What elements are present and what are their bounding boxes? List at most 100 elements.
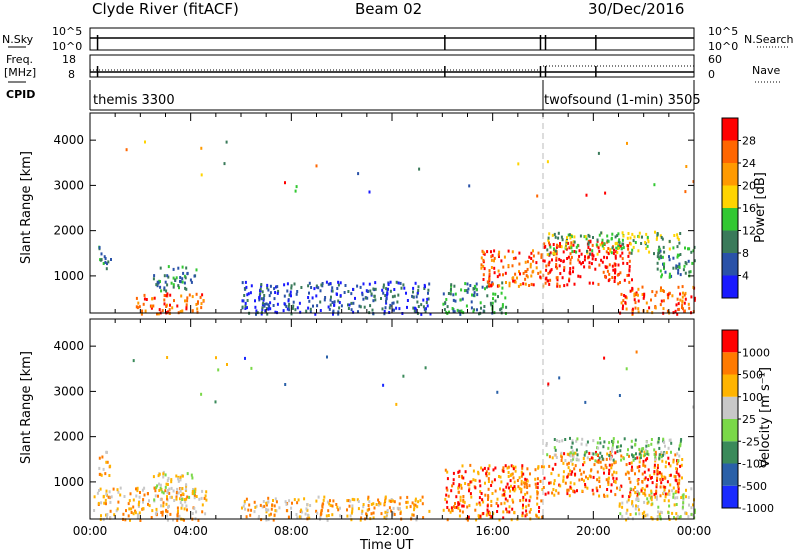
velocity-cell-3-35 <box>303 497 306 501</box>
power-cell-2-20 <box>177 284 180 288</box>
velocity-cell-3-39 <box>336 505 339 509</box>
velocity-cell-7-64 <box>644 514 647 518</box>
power-cell-7-48 <box>557 236 560 240</box>
power-cell-6-159 <box>543 245 546 249</box>
velocity-cell-7-6 <box>668 493 671 496</box>
velocity-cell-4-241 <box>526 467 529 471</box>
velocity-cell-4-97 <box>525 498 528 502</box>
velocity-cell-3-94 <box>368 507 371 511</box>
power-cell-4-33 <box>497 295 499 299</box>
velocity-cell-2-57 <box>185 483 188 487</box>
power-cell-3-270 <box>319 289 322 293</box>
power-cell-3-118 <box>337 283 340 287</box>
power-cell-5-1 <box>524 277 527 281</box>
power-cell-1-12 <box>136 306 139 310</box>
velocity-cell-1-158 <box>107 495 110 499</box>
velocity-cell-1-97 <box>105 513 107 517</box>
velocity-cell-3-49 <box>388 506 391 510</box>
power-cell-2-13 <box>189 278 192 282</box>
power-cell-6-73 <box>555 252 558 256</box>
velocity-cell-5-218 <box>666 492 669 496</box>
power-cell-8-46 <box>642 296 645 300</box>
power-cell-3-249 <box>283 283 286 287</box>
velocity-cell-3-110 <box>361 509 364 513</box>
velocity-cell-5-263 <box>660 481 663 485</box>
power-cell-0-13 <box>107 260 110 264</box>
power-cell-3-285 <box>362 297 365 301</box>
power-cell-3-240 <box>269 307 272 311</box>
velocity-cell-4-237 <box>446 506 449 509</box>
velocity-cell-4-249 <box>541 488 544 491</box>
velocity-cell-4-48 <box>472 469 475 473</box>
power-cell-7-68 <box>656 236 658 240</box>
velocity-cell-1-147 <box>106 516 108 519</box>
velocity-cell-1-7 <box>127 502 130 506</box>
power-cell-1-66 <box>137 301 140 305</box>
velocity-cell-3-146 <box>267 518 270 522</box>
power-cell-2-33 <box>163 286 166 290</box>
velocity-cell-6-143 <box>670 441 673 445</box>
power-cell-3-146 <box>425 301 428 304</box>
velocity-cell-1-132 <box>128 507 131 511</box>
power-cell-7-13 <box>606 234 609 238</box>
velocity-cell-3-161 <box>258 515 260 518</box>
velocity-cell-3-51 <box>331 513 334 517</box>
velocity-cell-3-125 <box>304 512 307 516</box>
velocity-cell-3-76 <box>265 510 268 514</box>
velocity-cell-4-178 <box>529 472 531 476</box>
velocity-cell-6-125 <box>577 458 580 462</box>
velocity-cell-5-299 <box>603 493 605 497</box>
velocity-cell-5-1 <box>664 465 667 469</box>
velocity-cell-3-13 <box>372 511 375 515</box>
power-cell-5-96 <box>490 266 493 269</box>
power-cell-3-265 <box>241 299 244 303</box>
power-cell-5-35 <box>496 284 499 288</box>
velocity-cell-6-39 <box>610 455 612 459</box>
nave-tick-bottom: 0 <box>708 68 715 81</box>
velocity-cell-5-0 <box>653 472 656 476</box>
power-cell-3-206 <box>332 309 335 313</box>
velocity-cell-1-15 <box>123 495 126 498</box>
power-cell-5-77 <box>514 256 517 260</box>
velocity-cell-6-94 <box>632 458 635 462</box>
velocity-cell-5-134 <box>673 474 676 478</box>
power-cell-6-52 <box>583 258 586 262</box>
velocity-cell-3-4 <box>327 509 330 513</box>
power-cell-3-294 <box>340 304 343 308</box>
velocity-cell-1-28 <box>100 514 102 518</box>
power-cell-4-48 <box>452 293 455 297</box>
velocity-cell-3-82 <box>315 499 318 503</box>
velocity-colorbar-tick-label-3: 25 <box>742 413 756 426</box>
power-colorbar-seg-1 <box>722 253 738 276</box>
power-cell-7-123 <box>601 244 604 248</box>
power-cell-8-85 <box>682 307 684 311</box>
velocity-cell-4-229 <box>509 479 512 483</box>
velocity-speck-22 <box>217 368 220 372</box>
power-cell-6-175 <box>589 239 592 243</box>
velocity-cell-5-234 <box>569 481 572 485</box>
velocity-cell-2-22 <box>155 486 158 490</box>
velocity-cell-3-72 <box>265 518 268 522</box>
power-cell-3-19 <box>263 304 266 308</box>
power-cell-9-32 <box>690 250 693 254</box>
power-cell-6-48 <box>623 278 626 282</box>
power-cell-3-196 <box>373 294 376 298</box>
velocity-cell-4-22 <box>485 474 488 478</box>
velocity-cell-3-19 <box>351 497 354 501</box>
velocity-cell-5-73 <box>642 459 645 463</box>
power-cell-7-2 <box>609 249 612 253</box>
power-cell-7-128 <box>645 232 648 236</box>
power-cell-3-143 <box>337 312 340 316</box>
velocity-colorbar-seg-0 <box>722 485 738 508</box>
power-cell-6-169 <box>615 250 618 254</box>
power-cell-3-5 <box>319 300 322 304</box>
power-cell-8-63 <box>623 294 626 297</box>
power-cell-5-72 <box>497 253 500 257</box>
velocity-cell-4-235 <box>522 498 525 502</box>
velocity-cell-4-40 <box>485 470 488 474</box>
velocity-cell-4-252 <box>522 472 525 476</box>
power-colorbar-tick-label-6: 4 <box>742 270 749 283</box>
velocity-cell-6-20 <box>599 436 601 440</box>
velocity-cell-7-67 <box>684 511 686 515</box>
velocity-cell-5-36 <box>653 465 656 469</box>
